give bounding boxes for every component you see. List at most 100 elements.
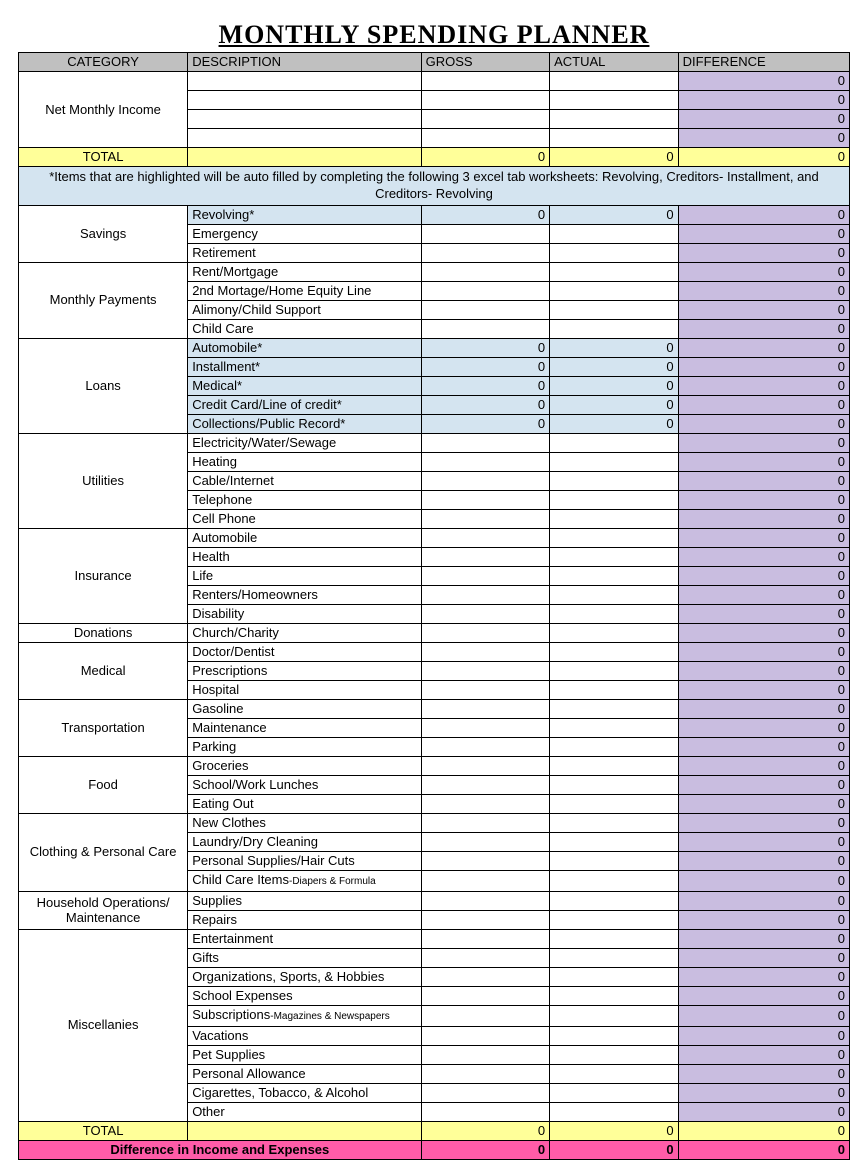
desc-cell[interactable]: School Expenses: [188, 986, 421, 1005]
actual-cell[interactable]: [550, 910, 679, 929]
actual-cell[interactable]: [550, 1005, 679, 1026]
actual-cell[interactable]: 0: [550, 357, 679, 376]
gross-cell[interactable]: [421, 509, 550, 528]
gross-cell[interactable]: [421, 585, 550, 604]
actual-cell[interactable]: [550, 661, 679, 680]
gross-cell[interactable]: 0: [421, 205, 550, 224]
desc-cell[interactable]: Renters/Homeowners: [188, 585, 421, 604]
gross-cell[interactable]: [421, 547, 550, 566]
actual-cell[interactable]: [550, 319, 679, 338]
actual-cell[interactable]: [550, 718, 679, 737]
gross-cell[interactable]: [421, 967, 550, 986]
gross-cell[interactable]: [421, 680, 550, 699]
desc-cell[interactable]: Repairs: [188, 910, 421, 929]
desc-cell[interactable]: Eating Out: [188, 794, 421, 813]
desc-cell[interactable]: Life: [188, 566, 421, 585]
gross-cell[interactable]: [421, 948, 550, 967]
desc-cell[interactable]: Subscriptions-Magazines & Newspapers: [188, 1005, 421, 1026]
desc-cell[interactable]: Telephone: [188, 490, 421, 509]
gross-cell[interactable]: [421, 891, 550, 910]
desc-cell[interactable]: Supplies: [188, 891, 421, 910]
gross-cell[interactable]: [421, 72, 550, 91]
gross-cell[interactable]: [421, 281, 550, 300]
gross-cell[interactable]: [421, 433, 550, 452]
desc-cell[interactable]: Installment*: [188, 357, 421, 376]
desc-cell[interactable]: Cigarettes, Tobacco, & Alcohol: [188, 1083, 421, 1102]
actual-cell[interactable]: [550, 967, 679, 986]
gross-cell[interactable]: [421, 110, 550, 129]
gross-cell[interactable]: [421, 528, 550, 547]
desc-cell[interactable]: Personal Supplies/Hair Cuts: [188, 851, 421, 870]
gross-cell[interactable]: [421, 756, 550, 775]
gross-cell[interactable]: [421, 661, 550, 680]
actual-cell[interactable]: 0: [550, 414, 679, 433]
desc-cell[interactable]: Parking: [188, 737, 421, 756]
desc-cell[interactable]: Maintenance: [188, 718, 421, 737]
desc-cell[interactable]: Groceries: [188, 756, 421, 775]
gross-cell[interactable]: 0: [421, 338, 550, 357]
actual-cell[interactable]: [550, 91, 679, 110]
desc-cell[interactable]: [188, 91, 421, 110]
actual-cell[interactable]: [550, 1064, 679, 1083]
actual-cell[interactable]: [550, 851, 679, 870]
actual-cell[interactable]: [550, 509, 679, 528]
gross-cell[interactable]: [421, 300, 550, 319]
desc-cell[interactable]: Collections/Public Record*: [188, 414, 421, 433]
gross-cell[interactable]: [421, 1026, 550, 1045]
gross-cell[interactable]: [421, 91, 550, 110]
actual-cell[interactable]: 0: [550, 338, 679, 357]
desc-cell[interactable]: Organizations, Sports, & Hobbies: [188, 967, 421, 986]
actual-cell[interactable]: [550, 547, 679, 566]
gross-cell[interactable]: [421, 319, 550, 338]
actual-cell[interactable]: [550, 642, 679, 661]
actual-cell[interactable]: [550, 300, 679, 319]
actual-cell[interactable]: [550, 1026, 679, 1045]
desc-cell[interactable]: [188, 129, 421, 148]
actual-cell[interactable]: [550, 699, 679, 718]
actual-cell[interactable]: [550, 1083, 679, 1102]
actual-cell[interactable]: [550, 948, 679, 967]
gross-cell[interactable]: [421, 1005, 550, 1026]
gross-cell[interactable]: [421, 910, 550, 929]
gross-cell[interactable]: [421, 1102, 550, 1121]
desc-cell[interactable]: Church/Charity: [188, 623, 421, 642]
gross-cell[interactable]: [421, 471, 550, 490]
desc-cell[interactable]: Other: [188, 1102, 421, 1121]
desc-cell[interactable]: Revolving*: [188, 205, 421, 224]
gross-cell[interactable]: [421, 775, 550, 794]
actual-cell[interactable]: 0: [550, 376, 679, 395]
gross-cell[interactable]: [421, 566, 550, 585]
desc-cell[interactable]: Personal Allowance: [188, 1064, 421, 1083]
actual-cell[interactable]: [550, 832, 679, 851]
gross-cell[interactable]: [421, 604, 550, 623]
gross-cell[interactable]: [421, 1045, 550, 1064]
desc-cell[interactable]: School/Work Lunches: [188, 775, 421, 794]
desc-cell[interactable]: Child Care Items-Diapers & Formula: [188, 870, 421, 891]
actual-cell[interactable]: [550, 262, 679, 281]
desc-cell[interactable]: Heating: [188, 452, 421, 471]
gross-cell[interactable]: 0: [421, 395, 550, 414]
actual-cell[interactable]: 0: [550, 395, 679, 414]
actual-cell[interactable]: [550, 528, 679, 547]
gross-cell[interactable]: [421, 1083, 550, 1102]
actual-cell[interactable]: [550, 929, 679, 948]
actual-cell[interactable]: [550, 737, 679, 756]
gross-cell[interactable]: [421, 794, 550, 813]
actual-cell[interactable]: [550, 490, 679, 509]
gross-cell[interactable]: [421, 224, 550, 243]
actual-cell[interactable]: [550, 986, 679, 1005]
gross-cell[interactable]: [421, 986, 550, 1005]
actual-cell[interactable]: [550, 585, 679, 604]
actual-cell[interactable]: [550, 891, 679, 910]
actual-cell[interactable]: [550, 1102, 679, 1121]
actual-cell[interactable]: [550, 680, 679, 699]
actual-cell[interactable]: [550, 110, 679, 129]
desc-cell[interactable]: Gifts: [188, 948, 421, 967]
desc-cell[interactable]: Cell Phone: [188, 509, 421, 528]
gross-cell[interactable]: [421, 1064, 550, 1083]
desc-cell[interactable]: Entertainment: [188, 929, 421, 948]
actual-cell[interactable]: [550, 1045, 679, 1064]
desc-cell[interactable]: Alimony/Child Support: [188, 300, 421, 319]
actual-cell[interactable]: [550, 471, 679, 490]
actual-cell[interactable]: [550, 566, 679, 585]
